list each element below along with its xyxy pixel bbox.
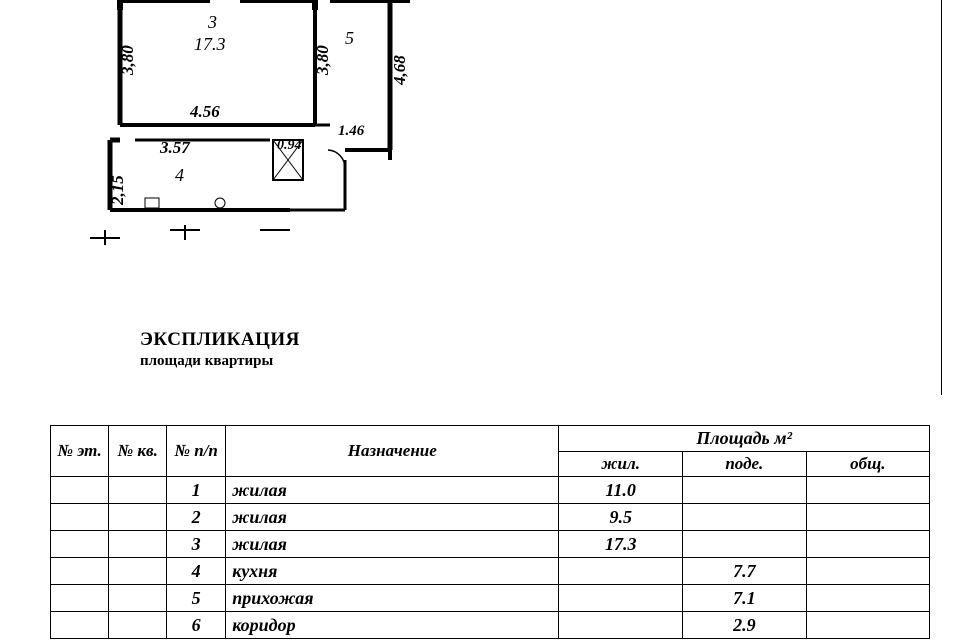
cell-et: [51, 477, 109, 504]
right-margin-line: [941, 0, 942, 395]
dim-4-68: 4,68: [390, 55, 410, 85]
cell-et: [51, 612, 109, 639]
dim-3-57: 3.57: [160, 138, 190, 158]
cell-pp: 5: [167, 585, 226, 612]
table-row: 1жилая11.0: [51, 477, 930, 504]
title-main: ЭКСПЛИКАЦИЯ: [140, 329, 300, 351]
cell-kv: [109, 585, 167, 612]
cell-pp: 3: [167, 531, 226, 558]
dim-3-80-left: 3,80: [118, 45, 138, 75]
explication-table: № эт. № кв. № п/п Назначение Площадь м² …: [50, 425, 930, 639]
th-et: № эт.: [51, 426, 109, 477]
table-row: 3жилая17.3: [51, 531, 930, 558]
cell-pode: 7.7: [683, 558, 807, 585]
cell-pode: 2.9: [683, 612, 807, 639]
cell-pode: [683, 477, 807, 504]
cell-pp: 1: [167, 477, 226, 504]
cell-pode: [683, 531, 807, 558]
cell-pode: [683, 504, 807, 531]
cell-et: [51, 504, 109, 531]
room-3-num: 3: [208, 12, 217, 33]
cell-kv: [109, 504, 167, 531]
cell-kv: [109, 558, 167, 585]
table-row: 4кухня 7.7: [51, 558, 930, 585]
cell-obsh: [806, 612, 929, 639]
th-pp: № п/п: [167, 426, 226, 477]
cell-zhil: [559, 612, 683, 639]
th-area: Площадь м²: [559, 426, 930, 452]
cell-pp: 6: [167, 612, 226, 639]
cell-kv: [109, 477, 167, 504]
cell-pode: 7.1: [683, 585, 807, 612]
dim-4-56: 4.56: [190, 102, 220, 122]
cell-pp: 2: [167, 504, 226, 531]
th-kv: № кв.: [109, 426, 167, 477]
table-row: 6коридор 2.9: [51, 612, 930, 639]
table-row: 2жилая9.5: [51, 504, 930, 531]
cell-zhil: 9.5: [559, 504, 683, 531]
dim-2-15: 2,15: [108, 175, 128, 205]
cell-naz: коридор: [226, 612, 559, 639]
cell-zhil: 11.0: [559, 477, 683, 504]
cell-naz: жилая: [226, 477, 559, 504]
cell-et: [51, 585, 109, 612]
dim-1-46: 1.46: [338, 123, 364, 140]
cell-naz: кухня: [226, 558, 559, 585]
title-block: ЭКСПЛИКАЦИЯ площади квартиры: [140, 329, 300, 370]
cell-obsh: [806, 585, 929, 612]
cell-kv: [109, 531, 167, 558]
cell-naz: жилая: [226, 531, 559, 558]
th-naz: Назначение: [226, 426, 559, 477]
th-obsh: общ.: [806, 452, 929, 477]
floorplan: 3,80 3,80 4,68 4.56 1.46 3.57 0.94 2,15 …: [90, 0, 470, 275]
cell-zhil: 17.3: [559, 531, 683, 558]
cell-et: [51, 531, 109, 558]
cell-obsh: [806, 558, 929, 585]
cell-obsh: [806, 531, 929, 558]
table-row: 5прихожая 7.1: [51, 585, 930, 612]
cell-naz: прихожая: [226, 585, 559, 612]
room-4-num: 4: [175, 165, 184, 186]
table-body: 1жилая11.02жилая9.53жилая17.34кухня7.75п…: [51, 477, 930, 639]
cell-obsh: [806, 477, 929, 504]
cell-kv: [109, 612, 167, 639]
page: 3,80 3,80 4,68 4.56 1.46 3.57 0.94 2,15 …: [0, 0, 960, 640]
th-zhil: жил.: [559, 452, 683, 477]
cell-naz: жилая: [226, 504, 559, 531]
table-head: № эт. № кв. № п/п Назначение Площадь м² …: [51, 426, 930, 477]
cell-et: [51, 558, 109, 585]
cell-obsh: [806, 504, 929, 531]
room-5-num: 5: [345, 28, 354, 49]
dim-0-94: 0.94: [277, 138, 302, 154]
title-sub: площади квартиры: [140, 353, 300, 370]
cell-pp: 4: [167, 558, 226, 585]
th-pode: поде.: [683, 452, 807, 477]
room-3-area: 17.3: [194, 34, 226, 55]
cell-zhil: [559, 558, 683, 585]
dim-3-80-mid: 3,80: [313, 45, 333, 75]
cell-zhil: [559, 585, 683, 612]
